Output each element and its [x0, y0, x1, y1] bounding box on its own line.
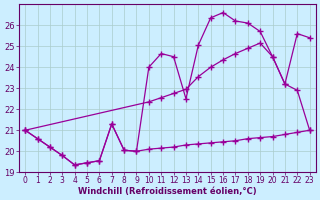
- X-axis label: Windchill (Refroidissement éolien,°C): Windchill (Refroidissement éolien,°C): [78, 187, 257, 196]
